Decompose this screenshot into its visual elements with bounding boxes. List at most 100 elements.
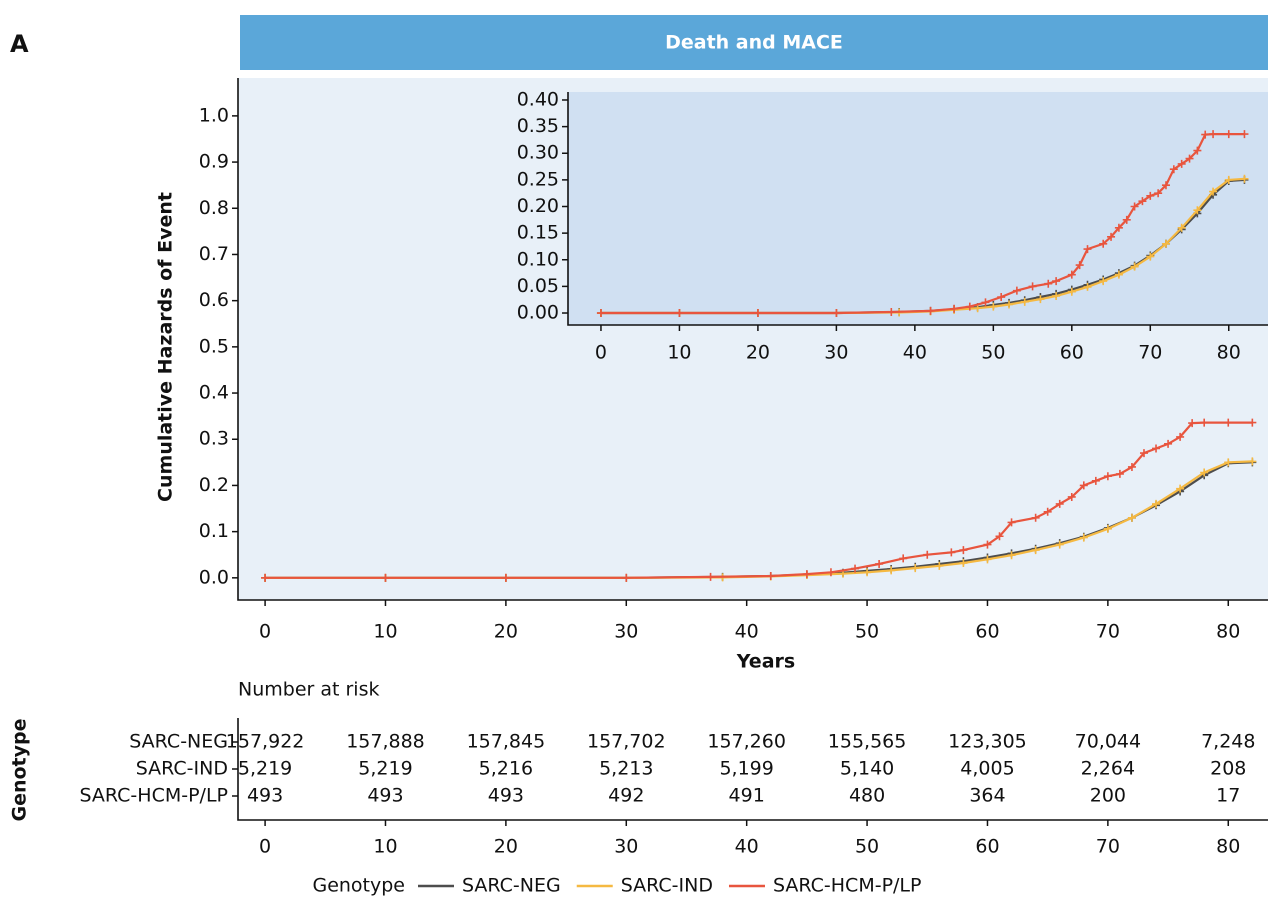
censor-mark	[1177, 159, 1186, 168]
censor-mark	[1193, 206, 1202, 215]
series-line	[265, 421, 1253, 579]
censor-mark	[261, 573, 270, 582]
censor-mark	[875, 559, 884, 568]
censor-mark	[1031, 513, 1040, 522]
censor-mark	[989, 302, 998, 311]
censor-mark	[1007, 518, 1016, 527]
risk-value: 5,140	[840, 758, 894, 780]
censor-mark	[959, 559, 968, 568]
censor-mark	[1164, 439, 1173, 448]
censor-mark	[1201, 130, 1210, 139]
censor-mark	[1130, 202, 1139, 211]
risk-value: 5,216	[479, 758, 533, 780]
censor-mark	[1209, 187, 1218, 196]
risk-value: 492	[608, 785, 644, 807]
censor-mark	[851, 564, 860, 573]
risk-value: 208	[1210, 758, 1246, 780]
censor-mark	[887, 307, 896, 316]
curves	[261, 130, 1257, 582]
legend-title: Genotype	[312, 875, 405, 897]
risk-x-tick-label: 10	[373, 836, 397, 858]
censor-mark	[1139, 449, 1148, 458]
y-tick-label: 0.35	[517, 115, 559, 137]
panel-label: A	[10, 30, 29, 58]
risk-row-label: SARC-IND	[136, 758, 228, 780]
risk-x-tick-label: 70	[1096, 836, 1120, 858]
y-tick-label: 0.9	[199, 151, 229, 173]
y-tick-label: 0.3	[199, 428, 229, 450]
censor-mark	[1130, 262, 1139, 271]
legend-label: SARC-NEG	[462, 875, 561, 897]
risk-x-tick-label: 60	[975, 836, 999, 858]
censor-mark	[1020, 297, 1029, 306]
censor-mark	[1052, 291, 1061, 300]
risk-value: 157,888	[346, 731, 425, 753]
censor-mark	[1209, 130, 1218, 139]
x-tick-label: 20	[746, 342, 770, 364]
risk-value: 200	[1090, 785, 1126, 807]
risk-value: 493	[488, 785, 524, 807]
censor-mark	[1044, 279, 1053, 288]
censor-mark	[381, 573, 390, 582]
censor-mark	[983, 555, 992, 564]
censor-mark	[947, 548, 956, 557]
inset-axes	[567, 92, 1268, 326]
censor-mark	[1176, 432, 1185, 441]
censor-mark	[706, 572, 715, 581]
risk-value: 157,845	[467, 731, 546, 753]
y-tick-label: 0.30	[517, 142, 559, 164]
risk-value: 7,248	[1201, 731, 1255, 753]
risk-x-tick-label: 20	[494, 836, 518, 858]
censor-mark	[1224, 175, 1233, 184]
risk-value: 17	[1216, 785, 1240, 807]
censor-mark	[1152, 499, 1161, 508]
y-tick-label: 0.8	[199, 197, 229, 219]
censor-mark	[1007, 551, 1016, 560]
censor-mark	[965, 302, 974, 311]
axes	[237, 78, 1268, 601]
censor-mark	[1005, 300, 1014, 309]
x-tick-label: 70	[1096, 621, 1120, 643]
censor-mark	[596, 309, 605, 318]
risk-x-tick-label: 80	[1216, 836, 1240, 858]
censor-mark	[1067, 492, 1076, 501]
risk-value: 364	[969, 785, 1005, 807]
censor-mark	[1200, 418, 1209, 427]
x-tick-label: 40	[903, 342, 927, 364]
censor-mark	[1055, 540, 1064, 549]
risk-value: 493	[247, 785, 283, 807]
x-tick-label: 0	[259, 621, 271, 643]
x-tick-label: 50	[981, 342, 1005, 364]
censor-mark	[1107, 232, 1116, 241]
x-tick-label: 30	[824, 342, 848, 364]
risk-row-label: SARC-NEG	[129, 731, 228, 753]
x-tick-label: 40	[735, 621, 759, 643]
chart-title: Death and MACE	[665, 32, 843, 54]
y-tick-label: 0.05	[517, 275, 559, 297]
censor-mark	[911, 564, 920, 573]
legend-label: SARC-IND	[621, 875, 713, 897]
censor-mark	[1055, 499, 1064, 508]
censor-mark	[1103, 524, 1112, 533]
y-tick-label: 0.2	[199, 474, 229, 496]
series-line	[601, 133, 1245, 315]
censor-mark	[1122, 215, 1131, 224]
censor-mark	[1161, 181, 1170, 190]
y-tick-label: 0.4	[199, 382, 229, 404]
y-tick-label: 0.15	[517, 222, 559, 244]
risk-value: 5,213	[599, 758, 653, 780]
censor-mark	[1224, 458, 1233, 467]
censor-mark	[1240, 130, 1249, 139]
y-tick-label: 0.1	[199, 520, 229, 542]
x-tick-label: 50	[855, 621, 879, 643]
censor-mark	[1188, 419, 1197, 428]
x-tick-label: 60	[975, 621, 999, 643]
censor-mark	[1028, 282, 1037, 291]
risk-value: 2,264	[1081, 758, 1135, 780]
x-tick-label: 10	[667, 342, 691, 364]
risk-value: 5,219	[238, 758, 292, 780]
legend-label: SARC-HCM-P/LP	[773, 875, 922, 897]
censor-mark	[1127, 462, 1136, 471]
censor-mark	[501, 573, 510, 582]
censor-mark	[950, 304, 959, 313]
